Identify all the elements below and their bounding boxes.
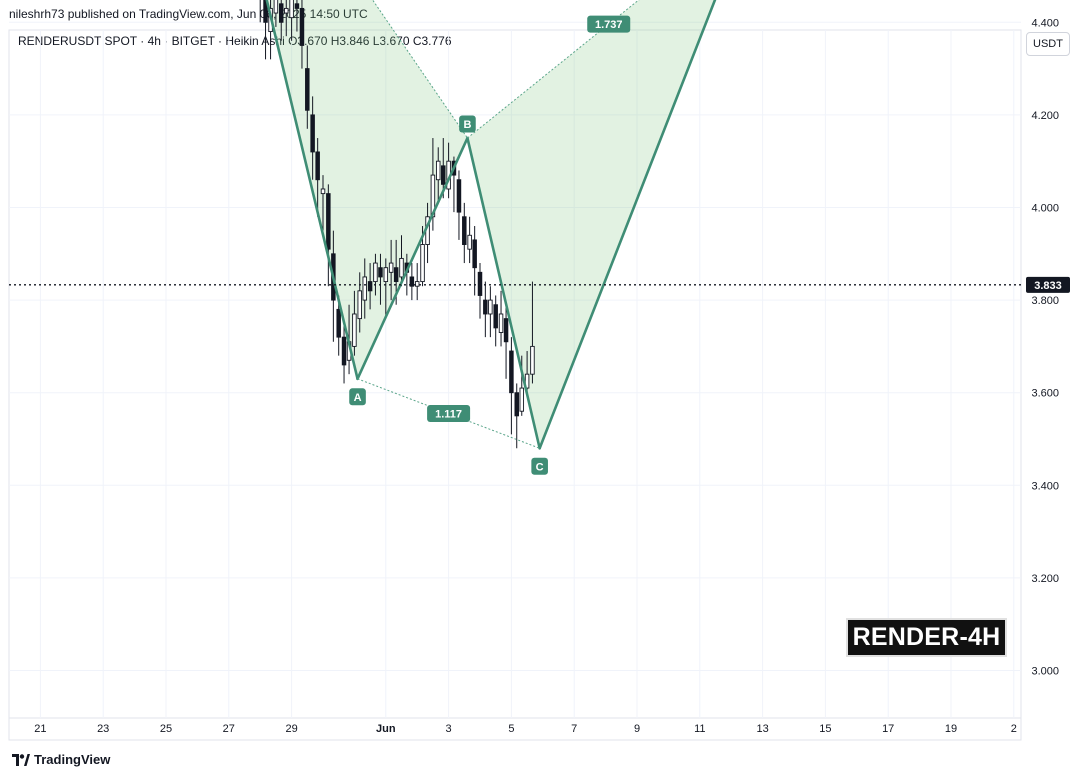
time-tick-label: 21 xyxy=(34,723,46,735)
candle-body xyxy=(498,313,504,333)
candle-body xyxy=(509,350,514,394)
ratio-label-bd: 1.737 xyxy=(595,19,623,31)
candle-body xyxy=(409,276,415,287)
point-label-b-box xyxy=(459,115,476,133)
candle-body xyxy=(352,313,357,347)
currency-button[interactable]: USDT xyxy=(1026,32,1070,56)
time-tick-label: 5 xyxy=(508,723,514,735)
candle-body xyxy=(273,0,279,14)
brand-label: TradingView xyxy=(34,752,111,767)
candle-body xyxy=(519,387,525,412)
symbol-info: RENDERUSDT SPOT · 4h · BITGET · Heikin A… xyxy=(18,34,452,48)
candle-body xyxy=(310,114,315,153)
ratio-label-bd-box xyxy=(587,15,631,33)
candle-body xyxy=(441,165,446,185)
candle-body xyxy=(456,179,462,213)
time-tick-label: 29 xyxy=(285,723,297,735)
pattern-leg-cd xyxy=(538,0,717,450)
candle-body xyxy=(299,7,305,46)
candle-body xyxy=(357,290,362,320)
candle-body xyxy=(503,318,509,343)
ratio-label-ac-box xyxy=(427,405,471,423)
price-tick-label: 3.200 xyxy=(1031,573,1059,585)
point-label-c: C xyxy=(536,461,544,473)
current-price-label: 3.833 xyxy=(1034,280,1062,292)
tradingview-brand[interactable]: TradingView xyxy=(12,752,110,767)
time-tick-label: 13 xyxy=(756,723,768,735)
candle-body xyxy=(336,308,341,338)
time-tick-label: 3 xyxy=(446,723,452,735)
pattern-fill-xab xyxy=(266,0,468,379)
candle-body xyxy=(326,193,331,250)
price-tick-label: 3.000 xyxy=(1031,666,1059,678)
chart-watermark: RENDER-4H xyxy=(846,618,1007,657)
price-tick-label: 4.000 xyxy=(1031,203,1059,215)
time-tick-label: 2 xyxy=(1011,723,1017,735)
candle-body xyxy=(420,244,425,283)
candle-body xyxy=(477,271,483,296)
price-tick-label: 4.200 xyxy=(1031,110,1059,122)
candle-body xyxy=(294,3,300,9)
candle-body xyxy=(399,257,404,278)
current-price-tag xyxy=(1026,276,1070,293)
time-tick-label: 9 xyxy=(634,723,640,735)
candle-body xyxy=(388,262,394,273)
candle-body xyxy=(305,68,310,111)
candle-body xyxy=(341,336,347,366)
time-tick-label: 11 xyxy=(694,723,705,735)
candle-body xyxy=(514,392,519,417)
time-tick-label: 23 xyxy=(97,723,109,735)
pattern-leg-ab xyxy=(356,136,469,381)
candle-body xyxy=(530,345,535,375)
time-tick-label: 15 xyxy=(819,723,831,735)
candle-body xyxy=(488,299,493,315)
candle-body xyxy=(289,0,294,19)
point-label-a: A xyxy=(354,392,362,404)
price-tick-label: 3.600 xyxy=(1031,388,1059,400)
time-tick-label: Jun xyxy=(376,723,396,735)
candle-body xyxy=(284,7,289,14)
ratio-label-ac: 1.117 xyxy=(435,409,462,421)
time-tick-label: 17 xyxy=(882,723,894,735)
price-tick-label: 3.800 xyxy=(1031,295,1059,307)
candle-body xyxy=(263,0,268,23)
candle-body xyxy=(472,239,477,269)
pattern-leg-xa xyxy=(265,0,359,381)
point-label-a-box xyxy=(349,388,366,406)
price-tick-label: 3.400 xyxy=(1031,480,1059,492)
time-tick-label: 7 xyxy=(571,723,577,735)
time-tick-label: 19 xyxy=(945,723,957,735)
candle-body xyxy=(493,304,498,329)
candle-body xyxy=(414,281,420,287)
candle-body xyxy=(393,267,399,283)
candle-body xyxy=(362,276,368,301)
pattern-fill-bcd xyxy=(467,0,715,449)
candle-body xyxy=(383,267,389,283)
candle-body xyxy=(462,216,467,245)
candle-body xyxy=(320,188,326,195)
candle-body xyxy=(373,262,378,283)
candle-body xyxy=(435,160,441,181)
candle-body xyxy=(483,299,488,315)
time-tick-label: 25 xyxy=(160,723,172,735)
candle-body xyxy=(315,151,320,181)
tradingview-logo-icon xyxy=(12,753,30,766)
candle-body xyxy=(467,234,472,250)
candle-body xyxy=(278,3,284,23)
point-label-b: B xyxy=(463,119,471,131)
candle-body xyxy=(367,281,373,292)
price-tick-label: 4.400 xyxy=(1031,17,1059,29)
point-label-c-box xyxy=(531,457,548,475)
time-tick-label: 27 xyxy=(223,723,235,735)
pattern-leg-bc xyxy=(466,136,541,450)
candle-body xyxy=(378,267,383,278)
